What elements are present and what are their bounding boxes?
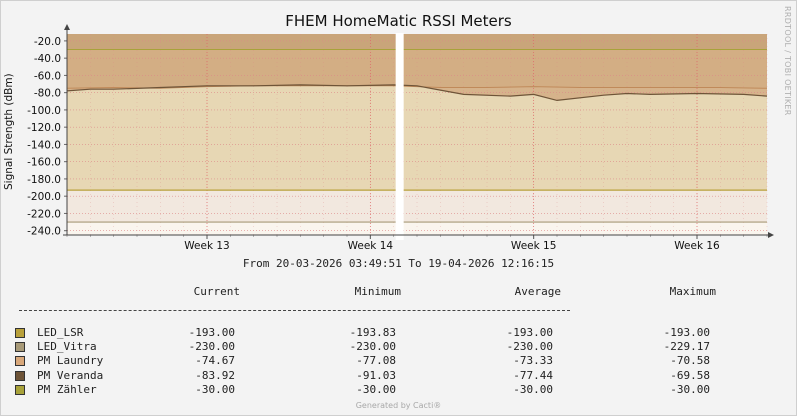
legend-row: PM Veranda -83.92 -91.03 -77.44 -69.58	[0, 369, 797, 383]
legend-series-name: PM Laundry	[37, 354, 104, 368]
legend-swatch	[15, 342, 25, 353]
y-tick-label: -160.0	[27, 157, 61, 169]
legend-value-maximum: -193.00	[663, 326, 710, 339]
legend-series-name: PM Veranda	[37, 368, 104, 382]
legend-value-current: -193.00	[188, 326, 235, 339]
y-tick-label: -200.0	[27, 191, 61, 203]
y-tick-label: -20.0	[34, 36, 61, 48]
legend-header-average: Average	[514, 285, 561, 298]
footer-credit: Generated by Cacti®	[355, 401, 442, 410]
legend-row: PM Zähler -30.00 -30.00 -30.00 -30.00	[0, 383, 797, 397]
legend-value-maximum: -229.17	[663, 340, 710, 354]
legend-value-current: -74.67	[195, 354, 235, 368]
legend-header-minimum: Minimum	[354, 285, 401, 298]
legend-value-maximum: -69.58	[670, 368, 710, 382]
legend-value-minimum: -193.83	[349, 326, 396, 339]
legend-value-average: -77.44	[513, 368, 553, 382]
series-line-pm-veranda	[66, 84, 768, 102]
y-tick-label: -100.0	[27, 105, 61, 117]
legend-divider	[19, 310, 570, 311]
legend-row: LED_LSR -193.00 -193.83 -193.00 -193.00	[0, 326, 797, 340]
legend-value-minimum: -230.00	[349, 340, 396, 354]
series-line-pm-laundry	[66, 85, 768, 89]
legend-value-average: -230.00	[506, 340, 553, 354]
x-tick-label: Week 15	[511, 240, 556, 250]
legend-value-current: -30.00	[195, 382, 235, 396]
legend-swatch	[15, 328, 25, 338]
y-tick-label: -240.0	[27, 226, 61, 238]
y-tick-label: -120.0	[27, 122, 61, 134]
legend-value-maximum: -30.00	[670, 382, 710, 396]
legend-value-average: -73.33	[513, 354, 553, 368]
legend-value-current: -83.92	[195, 368, 235, 382]
legend-value-maximum: -70.58	[670, 354, 710, 368]
legend-swatch	[15, 370, 25, 381]
legend-value-minimum: -30.00	[356, 382, 396, 396]
x-tick-label: Week 16	[674, 240, 720, 250]
y-tick-label: -60.0	[34, 70, 61, 82]
legend-row: LED_Vitra -230.00 -230.00 -230.00 -229.17	[0, 340, 797, 354]
legend-row: PM Laundry -74.67 -77.08 -73.33 -70.58	[0, 354, 797, 368]
legend-swatch	[15, 356, 25, 367]
chart-area: -20.0 -40.0 -60.0 -80.0 -100.0 -120.0 -140.0 -1…	[27, 24, 774, 250]
y-tick-label: -180.0	[27, 174, 61, 186]
legend-value-average: -30.00	[513, 382, 553, 396]
rrdtool-watermark: RRDTOOL / TOBI OETIKER	[783, 6, 792, 116]
band-pm-laundry	[67, 85, 767, 191]
legend-series-name: LED_Vitra	[37, 340, 97, 354]
legend-value-current: -230.00	[188, 340, 235, 354]
legend-swatch	[15, 384, 25, 395]
chart-title: FHEM HomeMatic RSSI Meters	[285, 12, 512, 30]
legend-header-maximum: Maximum	[669, 285, 716, 298]
x-tick-label: Week 13	[184, 240, 229, 250]
band-pm-zahler-top	[67, 34, 767, 50]
y-tick-label: -80.0	[34, 88, 61, 100]
y-axis-arrow	[64, 24, 70, 30]
legend-series-name: PM Zähler	[37, 382, 97, 396]
x-axis-arrow	[768, 232, 774, 238]
y-tick-label: -140.0	[27, 139, 61, 151]
legend-header: Current Minimum Average Maximum	[0, 285, 797, 299]
legend-value-average: -193.00	[506, 326, 553, 339]
legend-value-minimum: -91.03	[356, 368, 396, 382]
date-range: From 20-03-2026 03:49:51 To 19-04-2026 1…	[242, 257, 555, 270]
band-pm-veranda	[67, 34, 767, 101]
y-tick-label: -40.0	[34, 53, 61, 65]
legend-series-name: LED_LSR	[37, 326, 84, 339]
y-tick-label: -220.0	[27, 208, 61, 220]
data-gap	[395, 33, 404, 240]
x-tick-label: Week 14	[348, 240, 394, 250]
legend-header-current: Current	[193, 285, 240, 298]
legend-value-minimum: -77.08	[356, 354, 396, 368]
